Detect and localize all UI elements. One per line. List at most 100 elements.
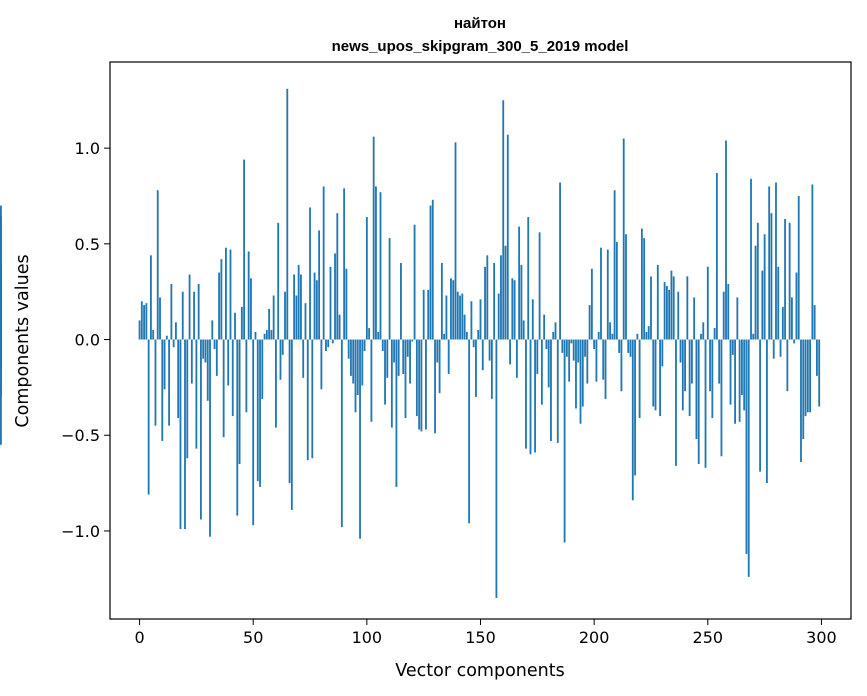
bar [743, 339, 746, 411]
bar [331, 339, 334, 344]
bar [356, 339, 359, 396]
bar [761, 270, 764, 340]
y-tick-label: 1.0 [75, 139, 100, 158]
bar [204, 339, 207, 363]
bar [279, 339, 282, 380]
bar [256, 339, 259, 482]
bar [390, 339, 393, 428]
bar [172, 339, 175, 348]
bar [247, 251, 250, 340]
bar [620, 339, 623, 392]
bar [381, 339, 384, 352]
bar [184, 339, 186, 530]
bar [434, 339, 436, 434]
bar [254, 331, 257, 340]
bar [343, 188, 346, 340]
bar [813, 305, 816, 340]
bar [452, 280, 455, 340]
bar [261, 339, 264, 399]
bar [593, 339, 596, 350]
bar [386, 339, 389, 378]
bar [179, 339, 182, 530]
bar [0, 261, 2, 340]
bar [245, 339, 248, 413]
bar [481, 339, 484, 371]
bar [336, 213, 339, 340]
bar [188, 274, 191, 340]
bar [463, 314, 466, 340]
bar [525, 339, 527, 449]
bar [661, 339, 664, 367]
bar [575, 339, 577, 409]
bar [206, 339, 209, 401]
bar [438, 339, 441, 394]
bar [759, 339, 761, 472]
bar [400, 262, 402, 340]
bar [779, 339, 782, 357]
bar [277, 222, 280, 340]
bar [488, 339, 491, 361]
bar [195, 339, 198, 449]
chart-subtitle: news_upos_skipgram_300_5_2019 model [332, 38, 629, 55]
bar [711, 339, 714, 419]
bar [700, 333, 702, 340]
bar [465, 331, 468, 340]
bar [361, 339, 364, 386]
bar [395, 339, 398, 487]
bar [202, 339, 205, 359]
bar [536, 339, 539, 374]
bar [0, 339, 2, 352]
bar [520, 264, 523, 340]
bar [197, 284, 200, 340]
bar [252, 339, 255, 526]
bar [370, 339, 373, 422]
x-tick-label: 0 [134, 628, 144, 647]
bar [163, 339, 166, 390]
bar [170, 284, 173, 340]
bar [211, 320, 214, 340]
bar [797, 195, 800, 340]
bar [763, 234, 766, 340]
bar [745, 339, 748, 554]
bar [475, 339, 477, 397]
bar [0, 307, 2, 340]
bar [647, 326, 650, 340]
bar [215, 339, 218, 376]
bar [802, 339, 805, 440]
bar [672, 276, 675, 340]
bar [543, 314, 546, 340]
bar [675, 339, 677, 466]
bar [0, 339, 2, 445]
bar [147, 339, 150, 495]
bar [340, 339, 343, 528]
bar [634, 339, 636, 476]
bar [445, 295, 448, 340]
bar [765, 339, 768, 484]
bar [654, 339, 657, 411]
y-tick-label: −1.0 [61, 522, 100, 541]
bar [522, 320, 525, 340]
bar [311, 339, 314, 459]
bar [365, 217, 368, 340]
bar [213, 339, 216, 350]
bar [238, 339, 241, 464]
bar [515, 339, 518, 378]
bar [511, 278, 514, 340]
bar [615, 241, 618, 340]
bar [404, 339, 407, 419]
bar [645, 331, 648, 340]
bar [325, 339, 327, 352]
bar [752, 333, 755, 340]
bar [477, 329, 480, 340]
bar [584, 339, 586, 357]
bar [459, 295, 461, 340]
bar [688, 339, 691, 417]
bar [406, 339, 409, 357]
bar [327, 339, 330, 348]
bar [577, 339, 580, 363]
bar [295, 295, 298, 340]
x-axis-label: Vector components [395, 661, 564, 681]
bar [804, 339, 807, 417]
bar [652, 339, 655, 407]
bar [263, 333, 266, 340]
